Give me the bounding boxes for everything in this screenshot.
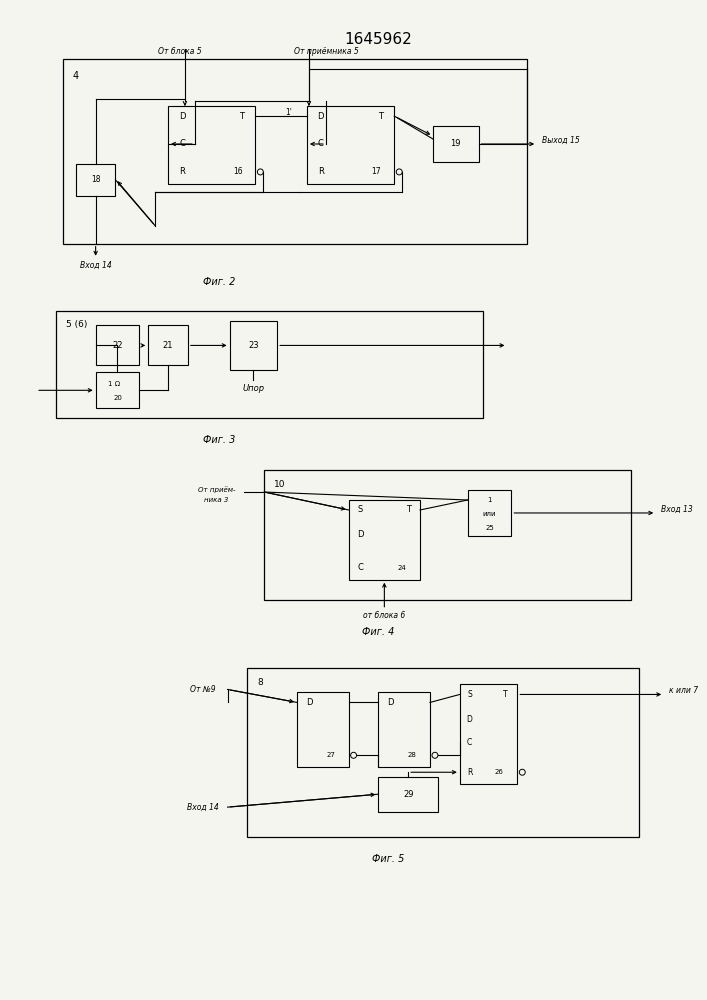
Text: 1': 1' <box>286 108 293 117</box>
Text: От приёмника 5: От приёмника 5 <box>294 47 359 56</box>
Text: от блока 6: от блока 6 <box>363 611 406 620</box>
Text: D: D <box>305 698 312 707</box>
Text: S: S <box>358 505 363 514</box>
Text: 28: 28 <box>408 752 416 758</box>
Bar <box>349 500 420 580</box>
Text: R: R <box>179 167 185 176</box>
Bar <box>468 490 511 536</box>
Bar <box>56 311 483 418</box>
Text: D: D <box>179 112 185 121</box>
Bar <box>230 320 277 370</box>
Text: 10: 10 <box>274 480 286 489</box>
Text: T: T <box>378 112 383 121</box>
Text: Вход 14: Вход 14 <box>80 261 112 270</box>
Text: 16: 16 <box>233 167 243 176</box>
Text: C: C <box>358 563 363 572</box>
Text: T: T <box>503 690 508 699</box>
Bar <box>168 106 255 184</box>
Bar <box>247 668 639 837</box>
Text: D: D <box>467 715 472 724</box>
Text: T: T <box>406 505 411 514</box>
Text: Фиг. 3: Фиг. 3 <box>204 435 236 445</box>
Text: Выход 15: Выход 15 <box>542 136 580 145</box>
Text: к или 7: к или 7 <box>669 686 699 695</box>
Bar <box>63 59 527 244</box>
Text: Фиг. 4: Фиг. 4 <box>362 627 395 637</box>
Text: Uпор: Uпор <box>243 384 264 393</box>
Text: От приём-: От приём- <box>198 487 235 493</box>
Text: 20: 20 <box>113 395 122 401</box>
Bar <box>95 325 139 365</box>
Text: От блока 5: От блока 5 <box>158 47 201 56</box>
Text: Фиг. 2: Фиг. 2 <box>204 277 236 287</box>
Text: 1 Ω: 1 Ω <box>108 381 121 387</box>
Text: 1645962: 1645962 <box>344 32 412 47</box>
Bar <box>378 777 438 812</box>
Bar <box>433 126 479 162</box>
Bar <box>95 372 139 408</box>
Text: 26: 26 <box>495 769 504 775</box>
Text: 8: 8 <box>257 678 263 687</box>
Text: C: C <box>467 738 472 747</box>
Text: 4: 4 <box>73 71 79 81</box>
Text: D: D <box>387 698 394 707</box>
Text: 21: 21 <box>163 341 173 350</box>
Text: C: C <box>318 139 324 148</box>
Text: 19: 19 <box>450 139 461 148</box>
Text: 5 (6): 5 (6) <box>66 320 87 330</box>
Text: Вход 14: Вход 14 <box>187 803 218 812</box>
Text: 25: 25 <box>485 525 494 531</box>
Text: 22: 22 <box>112 341 123 350</box>
Text: R: R <box>318 167 324 176</box>
Text: T: T <box>239 112 244 121</box>
Text: D: D <box>317 112 324 121</box>
Text: 29: 29 <box>403 790 414 799</box>
Text: От №9: От №9 <box>190 685 216 694</box>
Bar <box>264 470 631 600</box>
Text: 17: 17 <box>372 167 381 176</box>
Text: C: C <box>179 139 185 148</box>
Bar <box>76 164 115 196</box>
Text: ника 3: ника 3 <box>204 497 229 503</box>
Bar <box>307 106 395 184</box>
Text: 27: 27 <box>327 752 335 758</box>
Bar <box>297 692 349 767</box>
Text: D: D <box>357 530 364 539</box>
Text: 23: 23 <box>248 341 259 350</box>
Bar <box>148 325 188 365</box>
Text: Вход 13: Вход 13 <box>661 504 693 513</box>
Text: 18: 18 <box>91 175 100 184</box>
Text: 1: 1 <box>487 497 492 503</box>
Text: R: R <box>467 768 472 777</box>
Text: 24: 24 <box>398 565 407 571</box>
Bar <box>460 684 518 784</box>
Bar <box>378 692 430 767</box>
Text: Фиг. 5: Фиг. 5 <box>372 854 404 864</box>
Text: или: или <box>483 511 496 517</box>
Text: S: S <box>467 690 472 699</box>
